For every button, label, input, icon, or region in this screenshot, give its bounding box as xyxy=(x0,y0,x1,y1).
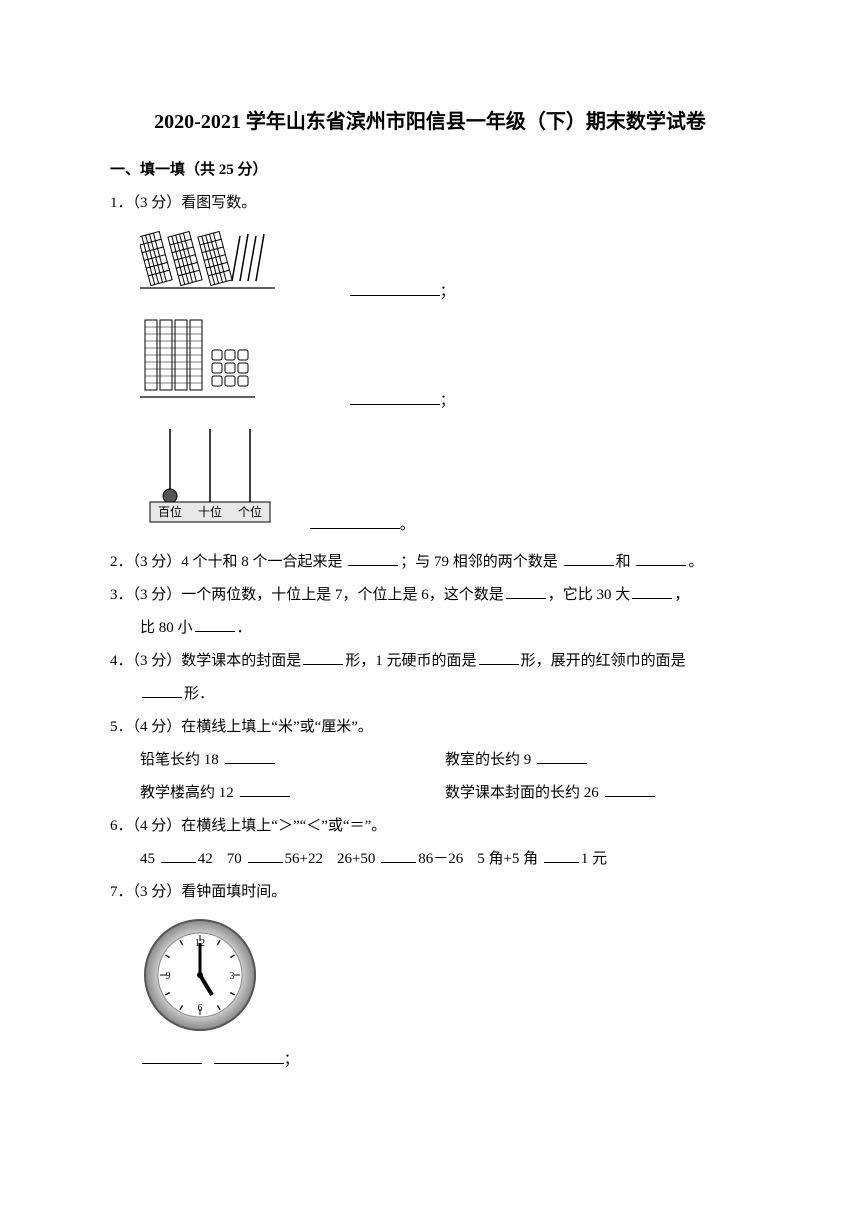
q-text: 教室的长约 9 xyxy=(445,752,535,768)
q-pts: （4 分） xyxy=(133,719,182,735)
svg-text:个位: 个位 xyxy=(238,504,262,519)
q-num: 6． xyxy=(110,818,133,834)
q-text: 86－26 xyxy=(418,851,463,867)
question-6: 6．（4 分）在横线上填上“＞”“＜”或“＝”。 xyxy=(110,810,750,843)
figure-sticks: ； xyxy=(140,226,750,309)
q-pts: （3 分） xyxy=(133,884,182,900)
question-1: 1．（3 分）看图写数。 xyxy=(110,187,750,220)
q-text: 和 xyxy=(616,554,635,570)
question-5-row2: 教学楼高约 12 数学课本封面的长约 26 xyxy=(110,777,750,810)
answer-blank[interactable] xyxy=(142,684,182,699)
q-pts: （3 分） xyxy=(133,587,182,603)
q-num: 7． xyxy=(110,884,133,900)
q-pts: （3 分） xyxy=(133,554,182,570)
answer-blank[interactable] xyxy=(225,750,275,765)
question-4: 4．（3 分）数学课本的封面是 形，1 元硬币的面是 形，展开的红领巾的面是 xyxy=(110,645,750,678)
q-text: 在横线上填上“米”或“厘米”。 xyxy=(181,719,373,735)
q-num: 1． xyxy=(110,195,133,211)
q-text: ， xyxy=(674,587,689,603)
q-text: 在横线上填上“＞”“＜”或“＝”。 xyxy=(181,818,386,834)
q-text: 数学课本封面的长约 26 xyxy=(445,785,603,801)
figure-blocks: ； xyxy=(140,315,750,418)
q-text: 4 个十和 8 个一合起来是 xyxy=(181,554,346,570)
question-6-row: 45 42 70 56+22 26+50 86－26 5 角+5 角 1 元 xyxy=(110,843,750,876)
svg-text:6: 6 xyxy=(198,1003,203,1014)
svg-text:9: 9 xyxy=(166,971,171,982)
q-num: 3． xyxy=(110,587,133,603)
q-text: 。 xyxy=(688,554,703,570)
q-text: ． xyxy=(237,620,252,636)
answer-blank[interactable] xyxy=(381,849,416,864)
question-3-line2: 比 80 小 ． xyxy=(110,612,750,645)
q-text: 比 80 小 xyxy=(140,620,193,636)
question-5-row1: 铅笔长约 18 教室的长约 9 xyxy=(110,744,750,777)
svg-text:3: 3 xyxy=(230,971,235,982)
answer-blank[interactable] xyxy=(195,618,235,633)
answer-blank[interactable] xyxy=(248,849,283,864)
answer-blank[interactable] xyxy=(506,585,546,600)
q-text: 56+22 xyxy=(285,851,323,867)
question-4-line2: 形． xyxy=(110,678,750,711)
answer-blank[interactable] xyxy=(303,651,343,666)
q-text: 教学楼高约 12 xyxy=(140,785,238,801)
q-text: 45 xyxy=(140,851,159,867)
q-text: ，它比 30 大 xyxy=(548,587,631,603)
svg-text:百位: 百位 xyxy=(158,504,182,519)
section-heading: 一、填一填（共 25 分） xyxy=(110,154,750,187)
question-5: 5．（4 分）在横线上填上“米”或“厘米”。 xyxy=(110,711,750,744)
answer-blank[interactable] xyxy=(240,783,290,798)
q-pts: （3 分） xyxy=(133,195,182,211)
q-text: 形，1 元硬币的面是 xyxy=(345,653,476,669)
answer-blank[interactable] xyxy=(350,280,440,296)
q-text: 形． xyxy=(184,686,214,702)
question-3: 3．（3 分）一个两位数，十位上是 7，个位上是 6，这个数是 ，它比 30 大 ， xyxy=(110,579,750,612)
q-num: 4． xyxy=(110,653,133,669)
answer-blank[interactable] xyxy=(161,849,196,864)
q-text: ；与 79 相邻的两个数是 xyxy=(400,554,561,570)
svg-text:十位: 十位 xyxy=(198,504,222,519)
q-text: 看钟面填时间。 xyxy=(181,884,286,900)
q-text: 26+50 xyxy=(337,851,379,867)
q-text: 看图写数。 xyxy=(181,195,256,211)
q-text: 5 角+5 角 xyxy=(477,851,542,867)
q-pts: （3 分） xyxy=(133,653,182,669)
answer-blank[interactable] xyxy=(214,1048,284,1064)
answer-blank[interactable] xyxy=(348,552,398,567)
q-text: 一个两位数，十位上是 7，个位上是 6，这个数是 xyxy=(181,587,504,603)
q-text: 1 元 xyxy=(581,851,607,867)
answer-blank[interactable] xyxy=(350,389,440,405)
answer-blank[interactable] xyxy=(605,783,655,798)
q-pts: （4 分） xyxy=(133,818,182,834)
q-text: 42 xyxy=(198,851,213,867)
answer-blank[interactable] xyxy=(310,513,400,529)
answer-blank[interactable] xyxy=(632,585,672,600)
answer-blank[interactable] xyxy=(636,552,686,567)
q-num: 5． xyxy=(110,719,133,735)
question-7: 7．（3 分）看钟面填时间。 xyxy=(110,876,750,909)
q-text: 铅笔长约 18 xyxy=(140,752,223,768)
answer-blank[interactable] xyxy=(537,750,587,765)
answer-blank[interactable] xyxy=(142,1050,202,1065)
question-2: 2．（3 分）4 个十和 8 个一合起来是 ；与 79 相邻的两个数是 和 。 xyxy=(110,546,750,579)
q-text: 70 xyxy=(227,851,246,867)
q-text: 形，展开的红领巾的面是 xyxy=(521,653,686,669)
answer-blank[interactable] xyxy=(544,849,579,864)
page-title: 2020-2021 学年山东省滨州市阳信县一年级（下）期末数学试卷 xyxy=(110,100,750,144)
q-num: 2． xyxy=(110,554,133,570)
q-text: 数学课本的封面是 xyxy=(181,653,301,669)
figure-clock: 12 3 6 9 ； xyxy=(140,915,750,1077)
figure-abacus: 百位 十位 个位 。 xyxy=(140,424,750,542)
answer-blank[interactable] xyxy=(564,552,614,567)
answer-blank[interactable] xyxy=(479,651,519,666)
